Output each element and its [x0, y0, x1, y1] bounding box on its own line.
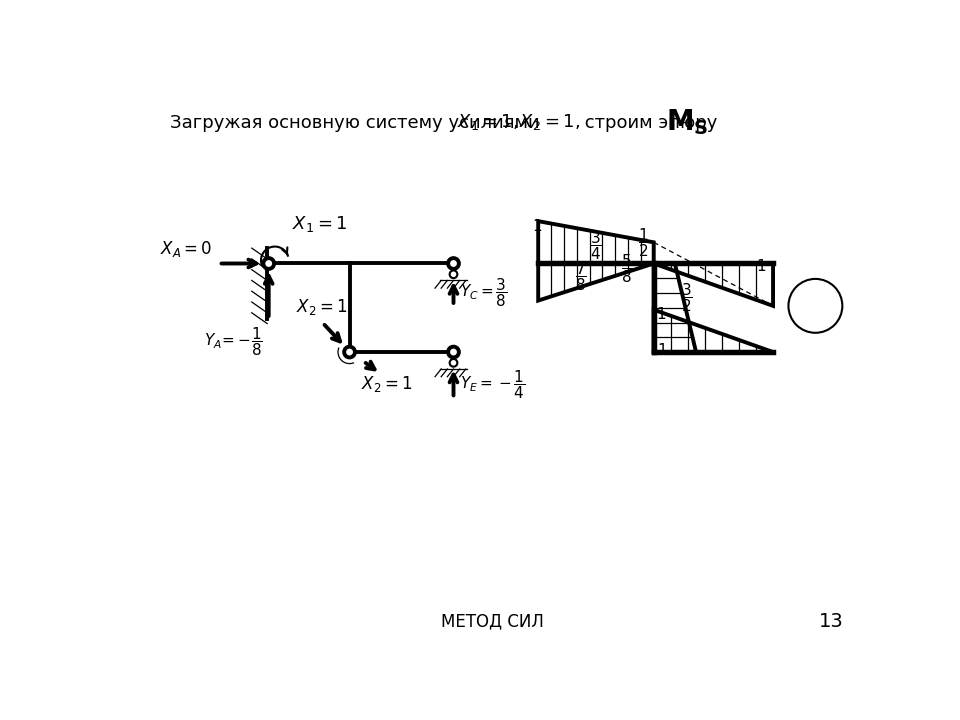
Text: 1: 1: [658, 343, 667, 359]
Circle shape: [344, 346, 355, 357]
Text: 13: 13: [819, 612, 843, 631]
Text: $\dfrac{1}{2}$: $\dfrac{1}{2}$: [638, 226, 650, 258]
Text: 1: 1: [532, 219, 541, 234]
Text: 1: 1: [756, 259, 766, 274]
Text: $\dfrac{3}{2}$: $\dfrac{3}{2}$: [681, 281, 693, 313]
Text: МЕТОД СИЛ: МЕТОД СИЛ: [441, 613, 543, 631]
Circle shape: [448, 258, 459, 269]
Text: 1: 1: [657, 307, 666, 323]
Text: $X_2 = 1$: $X_2 = 1$: [361, 374, 413, 394]
Text: $X_2 = 1,$: $X_2 = 1,$: [519, 112, 580, 132]
Text: $Y_A\!=\!-\!\dfrac{1}{8}$: $Y_A\!=\!-\!\dfrac{1}{8}$: [204, 325, 262, 358]
Text: строим эпюру: строим эпюру: [579, 114, 723, 132]
Text: $M_S$: $M_S$: [801, 294, 829, 318]
Text: $\dfrac{5}{8}$: $\dfrac{5}{8}$: [621, 253, 633, 285]
Circle shape: [449, 359, 457, 366]
Circle shape: [449, 271, 457, 278]
Circle shape: [788, 279, 842, 333]
Circle shape: [263, 258, 275, 269]
Text: $\mathbf{M}_\mathbf{S}$: $\mathbf{M}_\mathbf{S}$: [666, 107, 708, 137]
Text: $\dfrac{3}{4}$: $\dfrac{3}{4}$: [590, 230, 602, 262]
Text: Загружая основную систему усилиями: Загружая основную систему усилиями: [170, 114, 540, 132]
Text: $X_2 = 1$: $X_2 = 1$: [296, 297, 348, 318]
Text: $X_1=1$: $X_1=1$: [292, 215, 348, 234]
Text: $\dfrac{7}{8}$: $\dfrac{7}{8}$: [575, 260, 587, 293]
Text: $X_A=0$: $X_A=0$: [160, 239, 212, 259]
Text: $Y_C = \dfrac{3}{8}$: $Y_C = \dfrac{3}{8}$: [460, 276, 507, 309]
Text: $X_1 = 1,$: $X_1 = 1,$: [457, 112, 518, 132]
Circle shape: [448, 346, 459, 357]
Text: $Y_E = -\dfrac{1}{4}$: $Y_E = -\dfrac{1}{4}$: [460, 368, 525, 401]
